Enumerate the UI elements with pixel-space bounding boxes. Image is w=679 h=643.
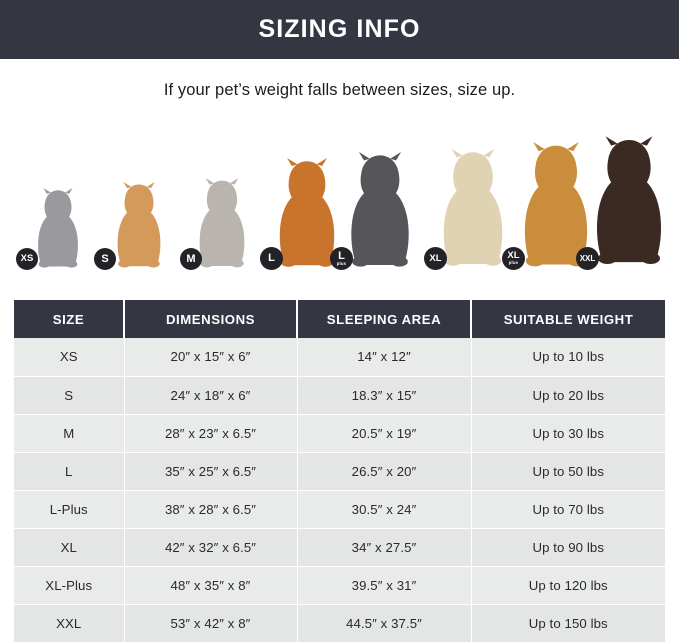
cell-suitable-weight: Up to 30 lbs — [471, 414, 665, 453]
cell-sleeping-area: 14″ x 12″ — [297, 338, 472, 377]
pet-m: M — [180, 178, 258, 270]
cell-sleeping-area: 39.5″ x 31″ — [297, 566, 472, 605]
size-badge-label: L — [268, 252, 275, 264]
pet-xxl-icon — [582, 134, 676, 270]
cell-dimensions: 28″ x 23″ x 6.5″ — [124, 414, 298, 453]
pet-s-icon — [100, 182, 178, 270]
size-badge-sublabel: plus — [508, 260, 519, 266]
cell-size: XL — [14, 528, 125, 567]
cell-suitable-weight: Up to 50 lbs — [471, 452, 665, 491]
column-header-suitable-weight: SUITABLE WEIGHT — [471, 300, 665, 338]
size-badge-xxl: XXL — [576, 247, 599, 270]
page-title: SIZING INFO — [258, 15, 421, 43]
size-badge-label: L — [338, 249, 345, 262]
cell-dimensions: 24″ x 18″ x 6″ — [124, 376, 298, 415]
cell-suitable-weight: Up to 90 lbs — [471, 528, 665, 567]
table-row: S 24″ x 18″ x 6″ 18.3″ x 15″ Up to 20 lbs — [14, 376, 665, 415]
size-badge-s: S — [94, 248, 116, 270]
table-row: L 35″ x 25″ x 6.5″ 26.5″ x 20″ Up to 50 lbs — [14, 452, 665, 491]
cell-size: L-Plus — [14, 490, 125, 529]
pet-xs: XS — [16, 188, 94, 270]
cell-sleeping-area: 20.5″ x 19″ — [297, 414, 472, 453]
page-banner: SIZING INFO — [0, 0, 679, 59]
table-row: XL-Plus 48″ x 35″ x 8″ 39.5″ x 31″ Up to 12… — [14, 566, 665, 605]
pet-xxl: XXL — [576, 134, 676, 270]
cell-size: M — [14, 414, 125, 453]
cell-sleeping-area: 44.5″ x 37.5″ — [297, 604, 472, 643]
subtitle-container: If your pet’s weight falls between sizes… — [0, 59, 679, 121]
table-row: XXL 53″ x 42″ x 8″ 44.5″ x 37.5″ Up to 150 … — [14, 604, 665, 643]
cell-suitable-weight: Up to 150 lbs — [471, 604, 665, 643]
pet-l-icon — [266, 158, 348, 270]
sizing-table-container: SIZE DIMENSIONS SLEEPING AREA SUITABLE W… — [14, 300, 665, 643]
table-row: M 28″ x 23″ x 6.5″ 20.5″ x 19″ Up to 30 lbs — [14, 414, 665, 453]
table-row: XS 20″ x 15″ x 6″ 14″ x 12″ Up to 10 lbs — [14, 338, 665, 377]
column-header-sleeping-area: SLEEPING AREA — [297, 300, 472, 338]
pet-s: S — [94, 182, 178, 270]
subtitle-text: If your pet’s weight falls between sizes… — [163, 80, 516, 99]
pet-xs-icon — [22, 188, 94, 270]
table-body: XS 20″ x 15″ x 6″ 14″ x 12″ Up to 10 lbs S 24… — [14, 338, 665, 643]
cell-sleeping-area: 34″ x 27.5″ — [297, 528, 472, 567]
cell-sleeping-area: 26.5″ x 20″ — [297, 452, 472, 491]
table-header-row: SIZE DIMENSIONS SLEEPING AREA SUITABLE W… — [14, 300, 665, 338]
size-badge-xs: XS — [16, 248, 38, 270]
cell-size: L — [14, 452, 125, 491]
table-row: L-Plus 38″ x 28″ x 6.5″ 30.5″ x 24″ Up to 7… — [14, 490, 665, 529]
size-badge-label: XL — [429, 252, 442, 264]
sizing-table: SIZE DIMENSIONS SLEEPING AREA SUITABLE W… — [14, 300, 665, 643]
pet-m-icon — [186, 178, 258, 270]
cell-size: S — [14, 376, 125, 415]
cell-dimensions: 48″ x 35″ x 8″ — [124, 566, 298, 605]
cell-suitable-weight: Up to 120 lbs — [471, 566, 665, 605]
cell-dimensions: 53″ x 42″ x 8″ — [124, 604, 298, 643]
size-badge-label: XXL — [579, 253, 596, 263]
size-badge-label: XS — [20, 253, 34, 265]
pet-l-plus-icon — [336, 152, 424, 270]
cell-size: XS — [14, 338, 125, 377]
cell-dimensions: 42″ x 32″ x 6.5″ — [124, 528, 298, 567]
cell-size: XXL — [14, 604, 125, 643]
cell-size: XL-Plus — [14, 566, 125, 605]
table-row: XL 42″ x 32″ x 6.5″ 34″ x 27.5″ Up to 90 lb… — [14, 528, 665, 567]
size-badge-xl-plus: XL plus — [502, 247, 525, 270]
size-badge-l: L — [260, 247, 283, 270]
size-badge-label: XL — [507, 250, 520, 262]
size-badge-label: M — [186, 252, 196, 265]
cell-sleeping-area: 30.5″ x 24″ — [297, 490, 472, 529]
cell-sleeping-area: 18.3″ x 15″ — [297, 376, 472, 415]
column-header-dimensions: DIMENSIONS — [124, 300, 298, 338]
pet-l: L — [260, 158, 348, 270]
cell-suitable-weight: Up to 70 lbs — [471, 490, 665, 529]
size-badge-xl: XL — [424, 247, 447, 270]
size-badge-label: S — [101, 252, 109, 265]
cell-dimensions: 38″ x 28″ x 6.5″ — [124, 490, 298, 529]
cell-suitable-weight: Up to 10 lbs — [471, 338, 665, 377]
column-header-size: SIZE — [14, 300, 125, 338]
cell-dimensions: 20″ x 15″ x 6″ — [124, 338, 298, 377]
cell-suitable-weight: Up to 20 lbs — [471, 376, 665, 415]
table-header: SIZE DIMENSIONS SLEEPING AREA SUITABLE W… — [14, 300, 665, 338]
pet-xl-plus: XL plus — [502, 142, 604, 270]
size-badge-m: M — [180, 248, 202, 270]
cell-dimensions: 35″ x 25″ x 6.5″ — [124, 452, 298, 491]
pet-xl: XL — [424, 148, 516, 270]
pet-xl-icon — [430, 148, 516, 270]
size-badge-sublabel: plus — [336, 261, 347, 267]
